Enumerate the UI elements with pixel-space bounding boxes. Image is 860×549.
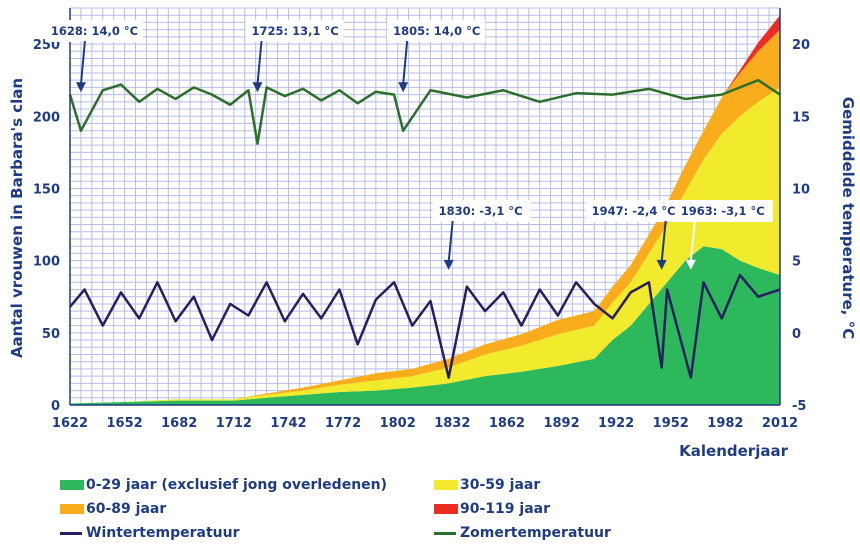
x-tick-label: 1772: [325, 416, 361, 431]
legend-label-summer: Zomertemperatuur: [460, 525, 611, 541]
y-tick-label-right: 5: [792, 255, 801, 270]
annotation-arrowhead: [443, 259, 454, 270]
x-tick-label: 1622: [52, 416, 88, 431]
temperature-lines: [68, 78, 781, 379]
y-axis-label-left: Aantal vrouwen in Barbara's clan: [8, 78, 26, 358]
x-tick-label: 1802: [380, 416, 416, 431]
annotation-box: [387, 20, 486, 42]
legend-item-summer: Zomertemperatuur: [434, 525, 611, 541]
annotation-arrowhead: [252, 82, 263, 93]
annotation-arrow: [79, 40, 86, 85]
legend-label-winter: Wintertemperatuur: [86, 525, 240, 541]
annotation-arrowhead: [75, 82, 86, 93]
axes: 1622 1652 1682 1712 1742 1772 1802 1832 1862 1892…: [33, 8, 810, 431]
annotation-box: [585, 200, 684, 222]
annotation-box: [432, 200, 531, 222]
x-tick-label: 2012: [762, 416, 798, 431]
x-tick-label: 1742: [270, 416, 306, 431]
annotation-label: 1725: 13,1 °C: [252, 24, 339, 38]
legend-swatch-age-90-119: [434, 504, 458, 514]
x-tick-label: 1862: [489, 416, 525, 431]
x-tick-label: 1952: [653, 416, 689, 431]
legend-label-age-90-119: 90-119 jaar: [460, 501, 550, 517]
x-tick-label: 1682: [161, 416, 197, 431]
area-age-0-29: [70, 246, 780, 405]
legend-item-age-90-119: 90-119 jaar: [434, 501, 550, 517]
y-axis-label-right: Gemiddelde temperature, °C: [839, 97, 857, 339]
y-tick-label-right: -5: [792, 399, 806, 414]
x-tick-label: 1832: [434, 416, 470, 431]
legend-line-winter: [60, 531, 82, 535]
legend-item-age-0-29: 0-29 jaar (exclusief jong overledenen): [60, 477, 387, 493]
y-tick-label-right: 10: [792, 182, 810, 197]
annotation-box: [245, 20, 344, 42]
y-tick-label-left: 50: [42, 327, 60, 342]
annotation-arrow: [660, 220, 667, 262]
legend-item-age-30-59: 30-59 jaar: [434, 477, 540, 493]
annotations: 1628: 14,0 °C 1725: 13,1 °C 1805: 14,0 °C 1…: [44, 20, 773, 270]
annotation-box: [674, 200, 773, 222]
y-tick-label-left: 150: [33, 182, 60, 197]
x-tick-label: 1652: [107, 416, 143, 431]
annotation-label: 1830: -3,1 °C: [439, 204, 523, 218]
x-tick-label: 1982: [707, 416, 743, 431]
legend-label-age-0-29: 0-29 jaar (exclusief jong overledenen): [86, 477, 388, 493]
annotation-label: 1805: 14,0 °C: [393, 24, 480, 38]
y-tick-label-left: 100: [33, 255, 60, 270]
y-tick-label-left: 0: [51, 399, 60, 414]
legend-label-age-60-89: 60-89 jaar: [86, 501, 167, 517]
y-tick-label-right: 15: [792, 110, 810, 125]
x-tick-label: 1892: [543, 416, 579, 431]
legend-label-age-30-59: 30-59 jaar: [460, 477, 541, 493]
legend-line-summer: [434, 531, 456, 535]
legend-swatch-age-0-29: [60, 480, 84, 490]
annotation-arrowhead: [656, 259, 667, 270]
legend-item-winter: Wintertemperatuur: [60, 525, 239, 541]
x-axis-label: Kalenderjaar: [679, 442, 788, 460]
line-summer-temperature: [68, 78, 781, 145]
y-tick-label-left: 200: [33, 110, 60, 125]
annotation-arrowhead: [398, 82, 409, 93]
legend-swatch-age-60-89: [60, 504, 84, 514]
line-winter-temperature: [69, 273, 781, 379]
annotation-arrowhead: [685, 259, 696, 270]
y-tick-label-right: 20: [792, 38, 810, 53]
annotation-label: 1963: -3,1 °C: [681, 204, 765, 218]
chart: 1622 1652 1682 1712 1742 1772 1802 1832 1862 1892…: [8, 7, 857, 460]
annotation-box: [44, 20, 143, 42]
x-tick-label: 1922: [598, 416, 634, 431]
area-age-30-59: [70, 87, 780, 404]
annotation-arrow: [256, 40, 263, 85]
annotation-arrow: [402, 40, 409, 85]
annotation-arrow: [689, 220, 696, 262]
legend-item-age-60-89: 60-89 jaar: [60, 501, 166, 517]
annotation-label: 1628: 14,0 °C: [51, 24, 138, 38]
legend-swatch-age-30-59: [434, 480, 458, 490]
annotation-label: 1947: -2,4 °C: [592, 204, 676, 218]
x-tick-label: 1712: [216, 416, 252, 431]
y-tick-label-right: 0: [792, 327, 801, 342]
annotation-arrow: [447, 220, 454, 262]
